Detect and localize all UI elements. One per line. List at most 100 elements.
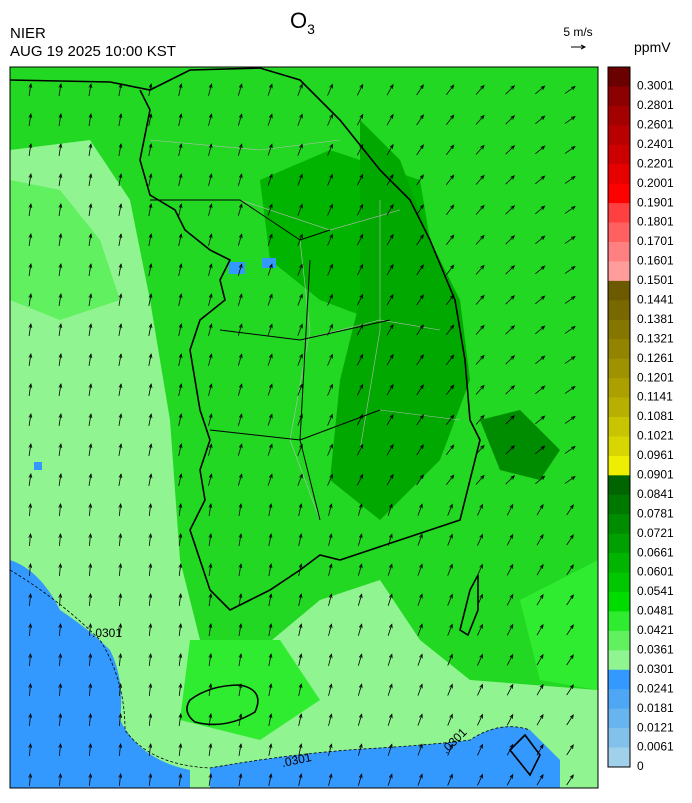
wind-arrow bbox=[28, 563, 33, 577]
wind-arrow bbox=[566, 594, 574, 606]
wind-arrow bbox=[564, 296, 576, 304]
wind-arrow bbox=[118, 383, 123, 396]
wind-arrow bbox=[535, 445, 546, 455]
wind-arrow bbox=[178, 683, 183, 696]
wind-arrow bbox=[535, 475, 546, 485]
wind-arrow bbox=[446, 84, 455, 96]
wind-arrow bbox=[356, 233, 364, 246]
wind-arrow bbox=[58, 383, 63, 396]
wind-arrow bbox=[148, 353, 153, 366]
wind-arrow bbox=[416, 384, 424, 396]
wind-arrow bbox=[88, 173, 93, 186]
colorbar-label: 0.1261 bbox=[637, 351, 674, 365]
wind-arrow bbox=[28, 173, 33, 186]
colorbar-label: 0.0661 bbox=[637, 545, 674, 559]
wind-arrow bbox=[178, 173, 183, 186]
wind-arrow bbox=[118, 653, 123, 667]
wind-arrow bbox=[88, 383, 93, 396]
wind-arrow bbox=[297, 293, 303, 306]
wind-arrow bbox=[506, 563, 514, 576]
colorbar-swatch bbox=[608, 242, 630, 262]
wind-arrow bbox=[356, 83, 364, 96]
colorbar-swatch bbox=[608, 261, 630, 282]
wind-arrow bbox=[58, 713, 63, 727]
wind-arrow bbox=[387, 563, 393, 576]
wind-arrow bbox=[505, 445, 516, 455]
wind-arrow bbox=[58, 173, 63, 186]
wind-arrow bbox=[535, 385, 546, 395]
wind-arrow bbox=[238, 503, 243, 516]
wind-arrow bbox=[475, 444, 485, 455]
wind-arrow bbox=[178, 773, 183, 786]
wind-arrow bbox=[446, 174, 455, 186]
wind-arrow bbox=[268, 503, 273, 516]
wind-arrow bbox=[446, 294, 455, 306]
wind-arrow bbox=[118, 323, 123, 336]
wind-arrow bbox=[416, 174, 424, 186]
wind-arrow bbox=[28, 473, 33, 486]
wind-arrow bbox=[505, 115, 516, 125]
wind-arrow bbox=[387, 593, 393, 606]
wind-arrow bbox=[356, 143, 364, 156]
wind-arrow bbox=[327, 293, 333, 306]
wind-arrow bbox=[475, 324, 485, 335]
wind-arrow bbox=[237, 143, 243, 156]
wind-arrow bbox=[477, 653, 483, 666]
wind-arrow bbox=[178, 503, 183, 516]
wind-arrow bbox=[237, 233, 243, 246]
wind-arrow bbox=[28, 203, 33, 216]
wind-arrow bbox=[564, 416, 576, 424]
wind-arrow bbox=[148, 653, 153, 667]
wind-arrow bbox=[505, 175, 516, 185]
wind-arrow bbox=[505, 355, 516, 365]
wind-arrow bbox=[28, 353, 33, 366]
wind-arrow bbox=[208, 743, 213, 756]
wind-arrow bbox=[28, 503, 33, 517]
wind-arrow bbox=[237, 353, 243, 366]
wind-arrow bbox=[447, 773, 453, 786]
wind-arrow bbox=[268, 773, 273, 786]
wind-arrow bbox=[327, 443, 333, 456]
wind-arrow bbox=[386, 473, 394, 486]
wind-arrow bbox=[28, 323, 33, 336]
wind-arrow bbox=[506, 533, 514, 546]
map-frame bbox=[9, 66, 599, 789]
wind-arrow bbox=[297, 233, 303, 246]
wind-arrow bbox=[238, 683, 243, 696]
wind-arrow bbox=[356, 263, 364, 276]
wind-arrow bbox=[297, 473, 303, 486]
wind-arrow bbox=[148, 383, 153, 396]
colorbar-label: 0.1321 bbox=[637, 331, 674, 345]
wind-arrow bbox=[148, 533, 153, 547]
wind-arrow bbox=[535, 415, 546, 425]
wind-arrow bbox=[58, 503, 63, 517]
wind-arrow bbox=[505, 295, 516, 305]
wind-arrow bbox=[238, 713, 243, 726]
wind-arrow bbox=[357, 623, 363, 636]
wind-arrow bbox=[208, 653, 213, 666]
wind-arrow bbox=[446, 234, 455, 246]
wind-arrow bbox=[416, 114, 424, 126]
wind-arrow bbox=[506, 653, 514, 666]
timestamp: AUG 19 2025 10:00 KST bbox=[10, 43, 176, 60]
wind-arrow bbox=[564, 326, 576, 334]
wind-arrow bbox=[28, 683, 33, 697]
wind-arrow bbox=[416, 474, 424, 486]
colorbar-label: 0.0301 bbox=[637, 662, 674, 676]
colorbar-label: 0.0601 bbox=[637, 565, 674, 579]
wind-arrow bbox=[178, 323, 183, 336]
wind-arrow bbox=[505, 85, 516, 95]
wind-arrow bbox=[386, 233, 394, 246]
wind-arrow bbox=[536, 653, 544, 666]
wind-arrow bbox=[477, 593, 483, 606]
wind-arrow bbox=[386, 323, 394, 336]
wind-arrow bbox=[267, 383, 273, 396]
wind-arrow bbox=[268, 713, 273, 726]
colorbar-label: 0.2201 bbox=[637, 156, 674, 170]
wind-arrow bbox=[28, 293, 33, 306]
colorbar-label: 0.0721 bbox=[637, 526, 674, 540]
wind-arrow bbox=[148, 203, 153, 216]
wind-arrow bbox=[178, 473, 183, 486]
wind-arrow bbox=[477, 563, 483, 576]
wind-arrow bbox=[536, 683, 544, 696]
